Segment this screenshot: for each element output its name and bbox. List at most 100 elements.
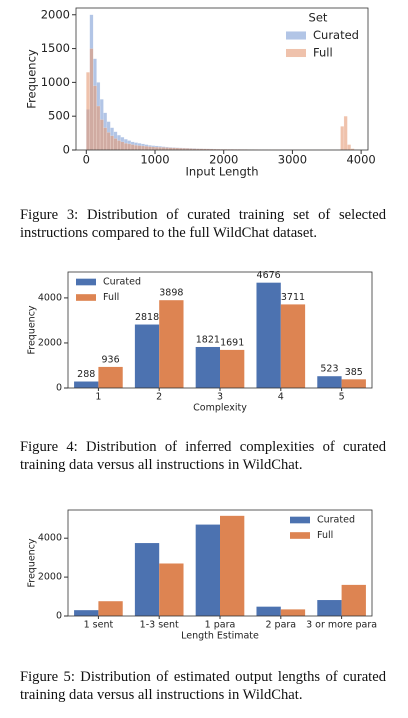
x-tick-label: 2 para <box>265 620 296 631</box>
bar <box>134 324 160 388</box>
y-tick-label: 0 <box>56 383 62 394</box>
histogram-bar <box>340 126 345 151</box>
legend-title: Set <box>309 11 328 25</box>
data-label: 3898 <box>159 288 183 299</box>
x-tick-label: 1 para <box>205 620 236 631</box>
y-tick-label: 500 <box>48 109 70 123</box>
y-axis-label: Frequency <box>27 538 38 587</box>
histogram-bar <box>158 147 163 151</box>
x-axis-label: Complexity <box>193 403 247 414</box>
histogram-bar <box>106 132 111 151</box>
x-tick-label: 1-3 sent <box>140 620 179 631</box>
y-tick-label: 1500 <box>41 41 70 55</box>
data-label: 1821 <box>196 334 220 345</box>
plot-frame <box>67 271 373 389</box>
histogram-bar <box>110 135 114 151</box>
y-tick-label: 2000 <box>38 572 62 583</box>
data-label: 385 <box>345 367 363 378</box>
y-tick-label: 4000 <box>38 292 62 303</box>
x-tick-label: 3 or more para <box>306 620 377 631</box>
bar <box>98 366 123 388</box>
y-tick-label: 2000 <box>41 7 70 21</box>
data-label: 288 <box>77 369 95 380</box>
histogram-bar <box>127 143 132 151</box>
bar <box>220 515 245 616</box>
bar <box>317 376 342 388</box>
data-label: 1691 <box>220 337 244 348</box>
legend-label: Curated <box>317 515 355 526</box>
y-tick-label: 0 <box>56 611 62 622</box>
bar <box>74 381 99 388</box>
bar <box>220 349 245 388</box>
data-label: 936 <box>101 354 119 365</box>
bar <box>74 610 99 616</box>
x-tick-label: 0 <box>83 153 90 167</box>
x-tick-label: 4 <box>278 392 284 403</box>
bar <box>159 563 184 616</box>
histogram-bar <box>130 144 135 151</box>
histogram-bar <box>347 144 351 151</box>
data-label: 3711 <box>281 292 305 303</box>
histogram-bar <box>120 141 125 151</box>
bar <box>159 300 184 388</box>
x-tick-label: 1000 <box>140 153 169 167</box>
x-tick-label: 1 <box>95 392 101 403</box>
x-tick-label: 2 <box>156 392 162 403</box>
data-label: 2818 <box>135 312 159 323</box>
x-tick-label: 3000 <box>278 153 307 167</box>
legend-swatch <box>290 516 310 524</box>
bar <box>341 584 366 616</box>
y-tick-label: 2000 <box>38 337 62 348</box>
legend-label: Full <box>317 530 333 541</box>
y-axis-label: Frequency <box>25 49 39 109</box>
y-tick-label: 0 <box>63 143 70 157</box>
bar <box>256 282 281 388</box>
histogram-bar <box>117 140 121 151</box>
histogram-bar <box>343 116 348 151</box>
bar <box>134 543 160 616</box>
histogram-bar <box>96 105 101 151</box>
histogram-bar <box>154 147 159 151</box>
histogram-bar <box>89 48 94 151</box>
legend-swatch <box>290 532 310 539</box>
y-axis-label: Frequency <box>27 305 38 354</box>
plot-frame <box>75 7 369 151</box>
y-tick-label: 1000 <box>41 75 70 89</box>
bar <box>341 379 366 388</box>
histogram-bar <box>123 143 128 151</box>
histogram-bar <box>141 145 145 151</box>
histogram-bar <box>113 138 118 151</box>
x-tick-label: 3 <box>217 392 223 403</box>
bar <box>195 524 220 616</box>
bar <box>280 609 306 616</box>
bar <box>280 304 306 388</box>
histogram-bar <box>147 146 152 151</box>
histogram-bar <box>93 85 97 151</box>
x-axis-label: Input Length <box>185 165 258 179</box>
legend-swatch <box>76 294 96 301</box>
x-tick-label: 2000 <box>209 153 238 167</box>
caption: Figure 4: Distribution of inferred compl… <box>20 439 386 473</box>
legend-swatch <box>76 278 96 286</box>
data-label: 4676 <box>257 270 281 281</box>
histogram-bar <box>99 119 104 151</box>
histogram-bar <box>134 145 138 151</box>
bar <box>317 600 342 616</box>
histogram-bar <box>86 72 90 151</box>
y-tick-label: 4000 <box>38 533 62 544</box>
plot-frame <box>67 509 373 617</box>
legend-swatch <box>286 31 306 40</box>
histogram-bar <box>151 146 156 151</box>
caption: Figure 5: Distribution of estimated outp… <box>20 669 386 703</box>
bar <box>98 601 123 616</box>
x-tick-label: 4000 <box>346 153 375 167</box>
x-tick-label: 5 <box>339 392 345 403</box>
legend-swatch <box>286 48 306 58</box>
legend-label: Curated <box>313 28 359 42</box>
histogram-bar <box>137 145 142 151</box>
caption: Figure 3: Distribution of curated traini… <box>20 207 386 241</box>
legend-label: Full <box>103 292 119 303</box>
data-label: 523 <box>320 364 338 375</box>
legend-label: Curated <box>103 277 141 288</box>
